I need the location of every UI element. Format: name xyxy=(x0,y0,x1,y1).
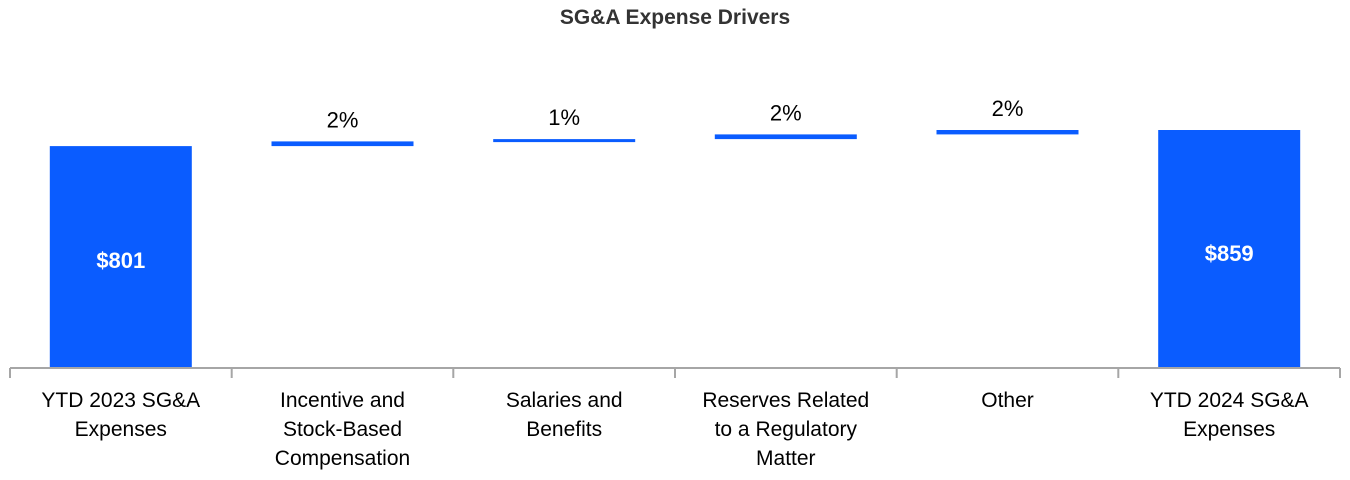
x-axis xyxy=(9,367,1341,378)
category-label-1: Incentive and Stock-Based Compensation xyxy=(275,389,410,470)
bars-layer xyxy=(49,130,1301,368)
total-value-label-0: $801 xyxy=(96,248,145,273)
category-label-2: Salaries and Benefits xyxy=(506,389,623,441)
category-label-5: YTD 2024 SG&A Expenses xyxy=(1150,389,1309,441)
category-label-4: Other xyxy=(981,389,1034,412)
change-bar-3 xyxy=(714,134,857,140)
change-value-label-1: 2% xyxy=(327,107,359,132)
change-value-label-4: 2% xyxy=(992,96,1024,121)
total-value-label-5: $859 xyxy=(1205,241,1254,266)
category-labels-layer: YTD 2023 SG&A Expenses Incentive and Stock-… xyxy=(41,389,1308,470)
chart-title: SG&A Expense Drivers xyxy=(559,6,791,29)
change-bar-4 xyxy=(936,130,1079,135)
change-value-label-2: 1% xyxy=(548,105,580,130)
category-label-3: Reserves Related to a Regulatory Matter xyxy=(702,389,869,470)
change-bar-2 xyxy=(493,139,636,143)
total-bar-0 xyxy=(49,146,192,368)
category-label-0: YTD 2023 SG&A Expenses xyxy=(41,389,200,441)
total-bar-5 xyxy=(1158,130,1301,368)
change-value-label-3: 2% xyxy=(770,100,802,125)
value-labels-layer: $801 2% 1% 2% 2% $859 xyxy=(96,96,1253,273)
change-bar-1 xyxy=(271,141,414,147)
